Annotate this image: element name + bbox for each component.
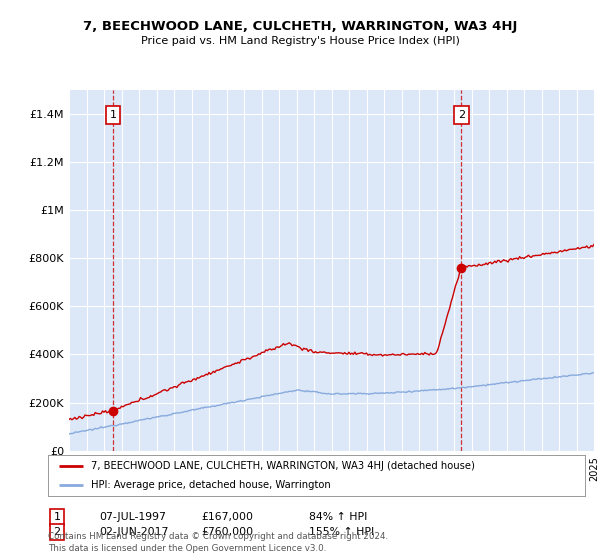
Text: 02-JUN-2017: 02-JUN-2017 [99, 527, 169, 537]
Text: 2: 2 [458, 110, 465, 120]
Text: £760,000: £760,000 [201, 527, 253, 537]
Text: Price paid vs. HM Land Registry's House Price Index (HPI): Price paid vs. HM Land Registry's House … [140, 36, 460, 46]
Text: £167,000: £167,000 [201, 512, 253, 522]
Text: HPI: Average price, detached house, Warrington: HPI: Average price, detached house, Warr… [91, 480, 331, 490]
Text: 7, BEECHWOOD LANE, CULCHETH, WARRINGTON, WA3 4HJ: 7, BEECHWOOD LANE, CULCHETH, WARRINGTON,… [83, 20, 517, 32]
Text: 07-JUL-1997: 07-JUL-1997 [99, 512, 166, 522]
Text: Contains HM Land Registry data © Crown copyright and database right 2024.
This d: Contains HM Land Registry data © Crown c… [48, 533, 388, 553]
Text: 7, BEECHWOOD LANE, CULCHETH, WARRINGTON, WA3 4HJ (detached house): 7, BEECHWOOD LANE, CULCHETH, WARRINGTON,… [91, 461, 475, 471]
Text: 1: 1 [53, 512, 61, 522]
Text: 1: 1 [110, 110, 116, 120]
Text: 2: 2 [53, 527, 61, 537]
Text: 155% ↑ HPI: 155% ↑ HPI [309, 527, 374, 537]
Text: 84% ↑ HPI: 84% ↑ HPI [309, 512, 367, 522]
